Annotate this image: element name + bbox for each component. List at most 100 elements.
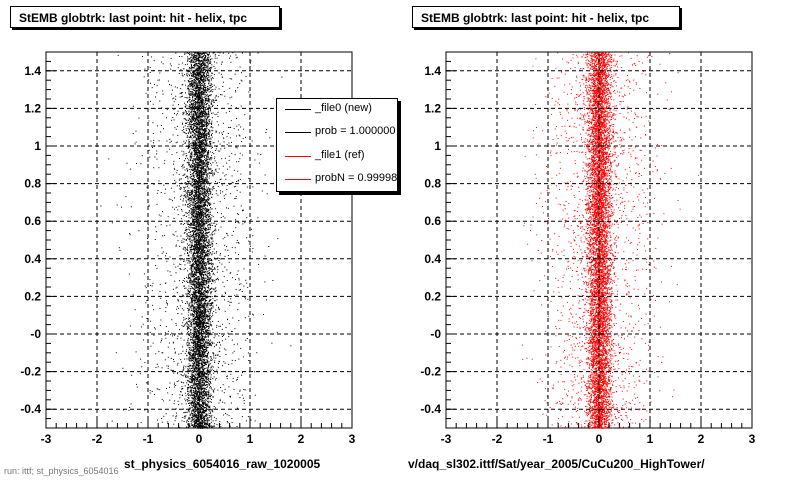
scatter-point xyxy=(216,146,218,148)
scatter-point xyxy=(204,287,206,289)
scatter-point xyxy=(205,112,207,114)
scatter-point xyxy=(204,115,206,116)
scatter-point xyxy=(208,273,209,274)
scatter-point xyxy=(210,396,211,398)
scatter-point xyxy=(198,133,200,135)
scatter-point xyxy=(234,360,236,361)
scatter-point xyxy=(197,214,199,215)
scatter-point xyxy=(178,104,179,106)
scatter-point xyxy=(200,194,202,195)
scatter-point xyxy=(257,52,259,54)
scatter-point xyxy=(207,134,209,136)
scatter-point xyxy=(220,258,222,260)
scatter-point xyxy=(230,402,232,404)
scatter-point xyxy=(189,146,191,148)
scatter-point xyxy=(214,169,216,171)
scatter-point xyxy=(161,398,163,400)
scatter-point xyxy=(183,246,185,248)
scatter-point xyxy=(195,190,197,192)
scatter-point xyxy=(189,98,191,100)
scatter-point xyxy=(197,298,199,299)
scatter-point xyxy=(184,250,186,252)
scatter-point xyxy=(197,53,199,55)
scatter-point xyxy=(200,151,201,153)
scatter-point xyxy=(195,245,197,247)
scatter-point xyxy=(186,136,188,138)
scatter-point xyxy=(217,172,219,174)
scatter-point xyxy=(200,329,202,331)
scatter-point xyxy=(204,97,206,99)
scatter-point xyxy=(199,291,201,292)
scatter-point xyxy=(231,96,233,98)
scatter-point xyxy=(204,290,206,291)
scatter-point xyxy=(206,135,208,137)
scatter-point xyxy=(197,263,199,265)
scatter-point xyxy=(207,61,208,63)
scatter-point xyxy=(190,126,192,127)
scatter-point xyxy=(230,105,232,107)
scatter-point xyxy=(189,129,191,130)
scatter-point xyxy=(205,393,207,395)
scatter-point xyxy=(206,158,208,160)
scatter-point xyxy=(172,206,174,208)
scatter-point xyxy=(204,60,206,62)
scatter-point xyxy=(197,315,199,317)
scatter-point xyxy=(199,180,201,182)
scatter-point xyxy=(165,255,166,257)
scatter-point xyxy=(204,241,206,243)
scatter-point xyxy=(206,78,208,80)
scatter-point xyxy=(192,160,193,162)
scatter-point xyxy=(215,309,217,311)
scatter-point xyxy=(214,281,216,283)
scatter-point xyxy=(203,390,205,392)
scatter-point xyxy=(208,190,210,192)
scatter-point xyxy=(241,394,243,396)
scatter-point xyxy=(175,128,177,130)
scatter-point xyxy=(198,56,199,58)
scatter-point xyxy=(206,99,208,101)
scatter-point xyxy=(203,153,205,155)
scatter-point xyxy=(195,78,197,79)
scatter-point xyxy=(201,388,203,390)
scatter-point xyxy=(225,293,226,294)
scatter-point xyxy=(194,214,196,216)
scatter-point xyxy=(192,124,194,126)
scatter-point xyxy=(188,187,190,189)
scatter-point xyxy=(214,360,216,362)
scatter-point xyxy=(205,323,207,325)
scatter-point xyxy=(200,224,202,226)
scatter-point xyxy=(203,62,205,64)
scatter-point xyxy=(190,245,192,247)
scatter-point xyxy=(191,193,192,195)
scatter-point xyxy=(206,177,208,179)
scatter-point xyxy=(196,207,198,209)
scatter-point xyxy=(197,264,199,266)
scatter-point xyxy=(192,320,194,322)
scatter-point xyxy=(177,400,179,402)
scatter-point xyxy=(197,117,199,119)
scatter-point xyxy=(187,397,189,398)
scatter-point xyxy=(211,58,213,60)
scatter-point xyxy=(195,253,197,255)
scatter-point xyxy=(192,418,194,420)
scatter-point xyxy=(204,184,206,186)
scatter-point xyxy=(218,132,220,134)
scatter-point xyxy=(197,221,198,223)
scatter-point xyxy=(179,397,181,399)
scatter-point xyxy=(205,252,207,254)
scatter-point xyxy=(208,197,210,199)
scatter-point xyxy=(197,211,199,213)
scatter-point xyxy=(190,164,192,166)
scatter-point xyxy=(238,161,240,163)
scatter-point xyxy=(211,72,213,74)
scatter-point xyxy=(215,287,217,289)
scatter-point xyxy=(197,52,199,54)
scatter-point xyxy=(188,231,190,233)
scatter-point xyxy=(185,184,187,185)
scatter-point xyxy=(205,169,207,171)
scatter-point xyxy=(174,334,175,336)
scatter-point xyxy=(209,119,211,120)
scatter-point xyxy=(188,152,190,154)
scatter-point xyxy=(210,280,212,282)
scatter-point xyxy=(187,365,189,367)
